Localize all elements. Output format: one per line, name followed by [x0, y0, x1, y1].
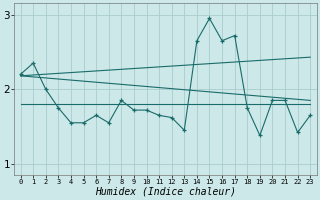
- X-axis label: Humidex (Indice chaleur): Humidex (Indice chaleur): [95, 187, 236, 197]
